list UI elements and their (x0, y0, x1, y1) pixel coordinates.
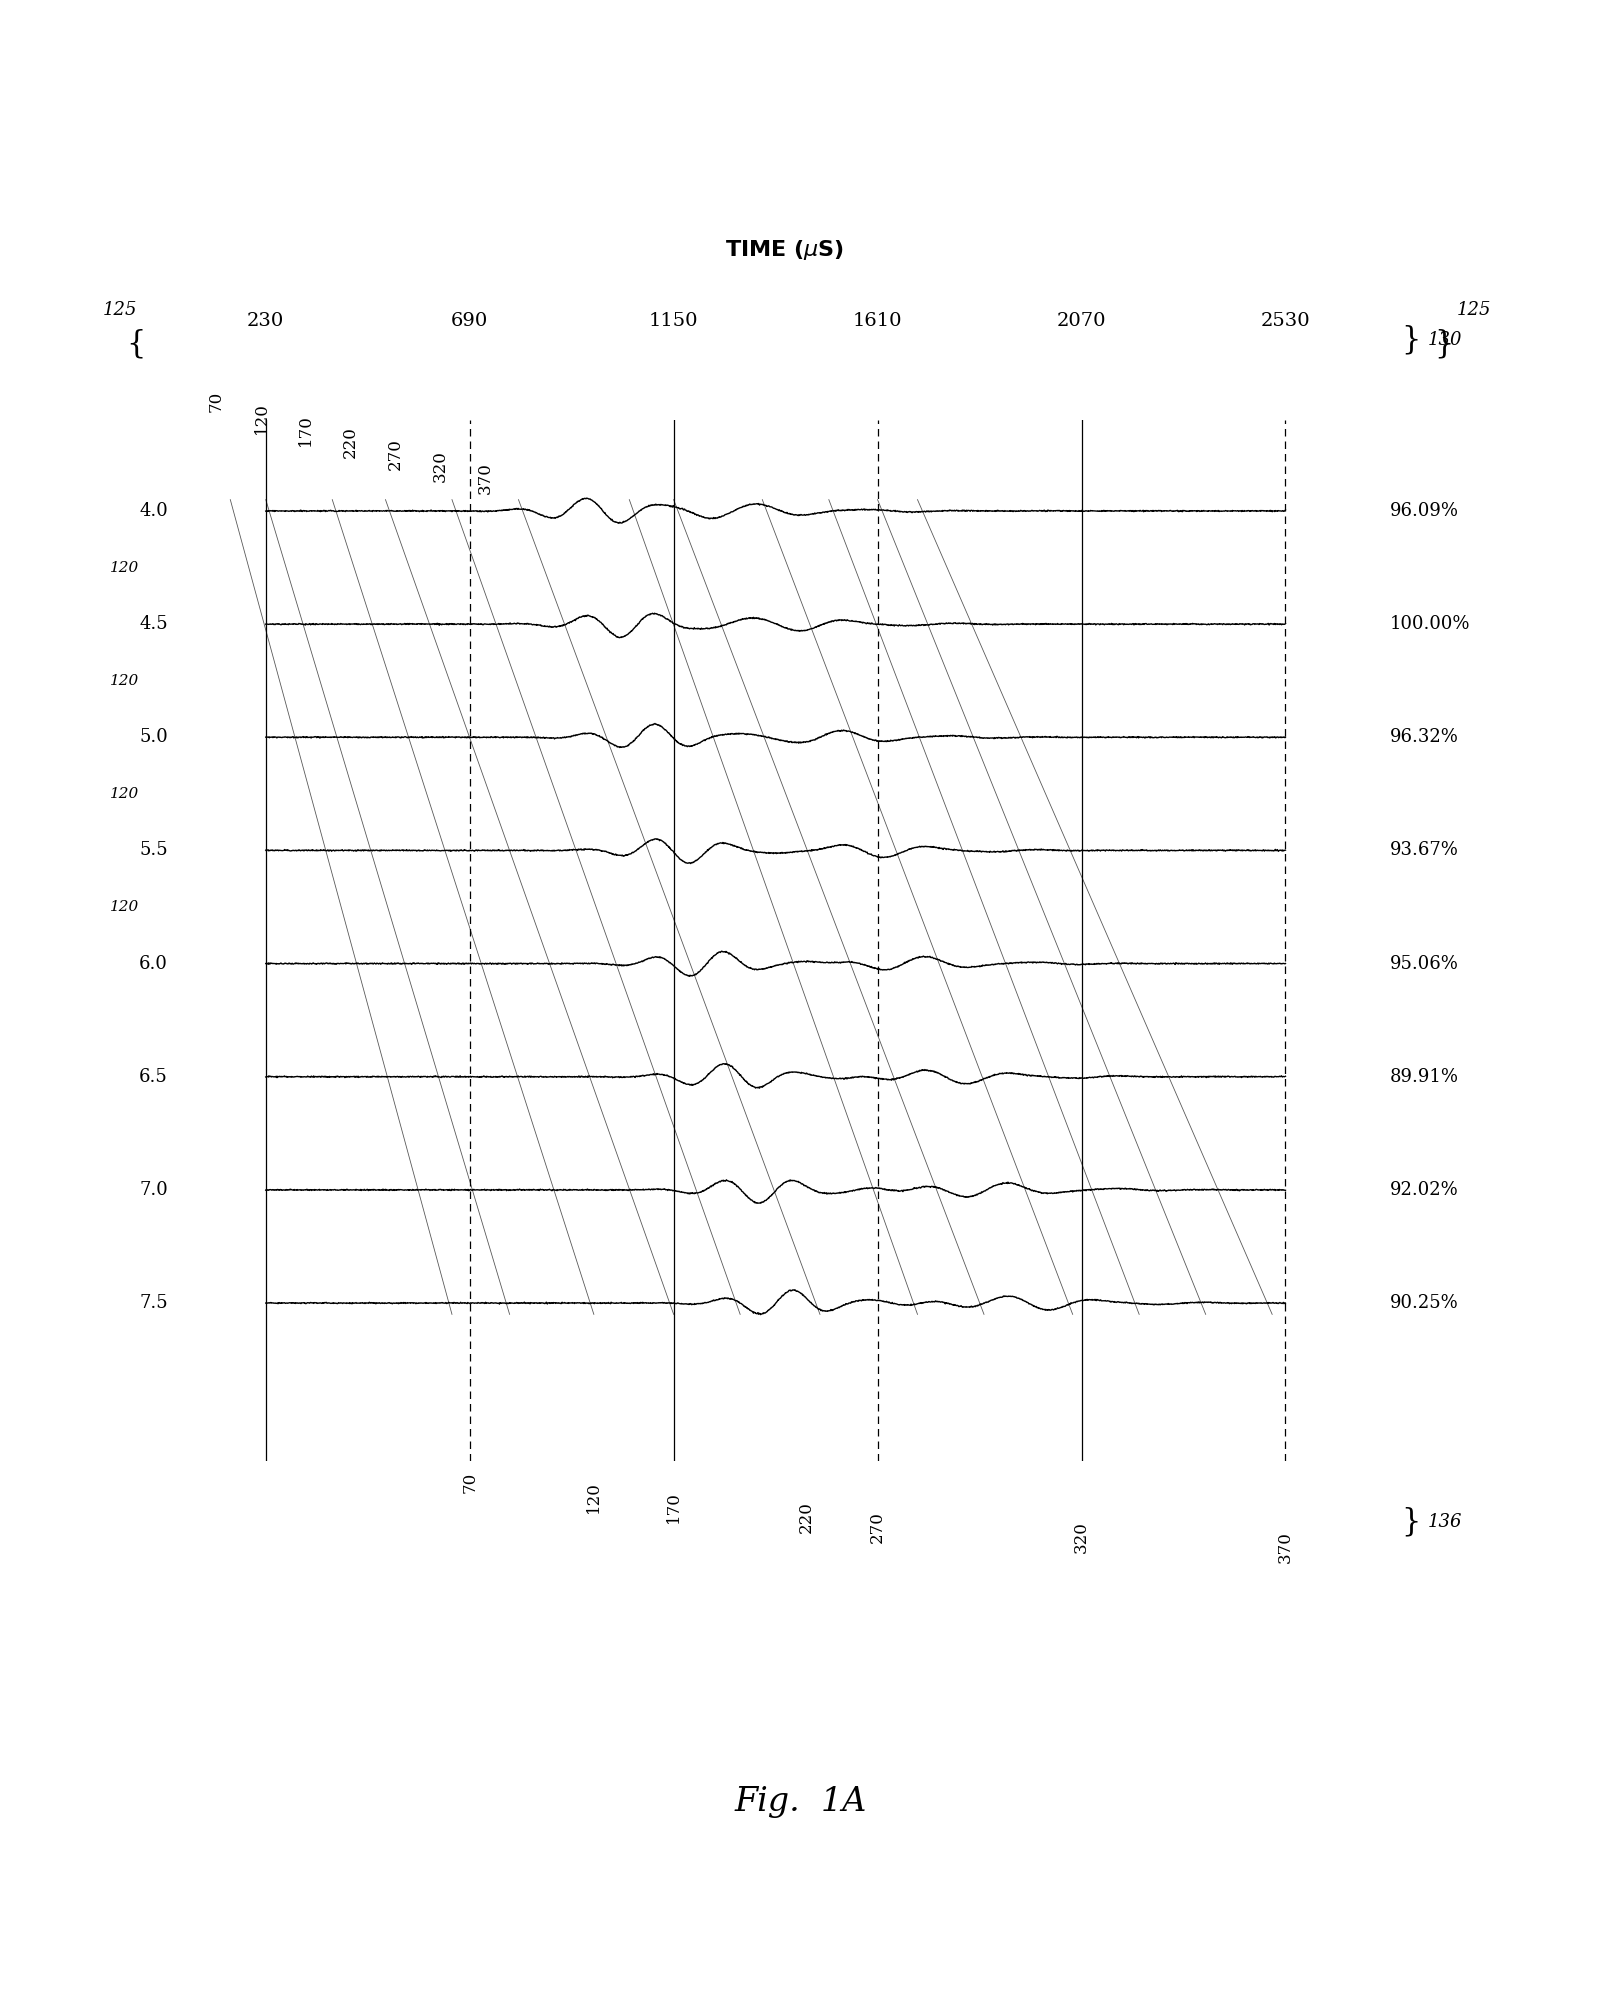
Text: TIME ($\mu$S): TIME ($\mu$S) (725, 238, 844, 262)
Text: 220: 220 (343, 426, 359, 458)
Text: 7.5: 7.5 (139, 1293, 168, 1311)
Text: 70: 70 (461, 1471, 479, 1493)
Text: 6.5: 6.5 (139, 1067, 168, 1085)
Text: 1610: 1610 (853, 312, 903, 330)
Text: 270: 270 (387, 438, 403, 470)
Text: Fig.  1A: Fig. 1A (735, 1786, 866, 1818)
Text: 230: 230 (247, 312, 285, 330)
Text: 370: 370 (477, 462, 493, 494)
Text: 2530: 2530 (1260, 312, 1310, 330)
Text: 125: 125 (1457, 302, 1492, 318)
Text: 270: 270 (869, 1512, 885, 1544)
Text: 690: 690 (451, 312, 488, 330)
Text: 125: 125 (102, 302, 138, 318)
Text: }: } (1401, 324, 1420, 356)
Text: 120: 120 (110, 561, 139, 575)
Text: 120: 120 (253, 402, 269, 434)
Text: 7.0: 7.0 (139, 1181, 168, 1199)
Text: 5.5: 5.5 (139, 841, 168, 859)
Text: 136: 136 (1428, 1514, 1463, 1530)
Text: 100.00%: 100.00% (1390, 615, 1470, 633)
Text: 5.0: 5.0 (139, 729, 168, 747)
Text: 170: 170 (298, 414, 314, 446)
Text: 2070: 2070 (1057, 312, 1106, 330)
Text: 370: 370 (1278, 1532, 1294, 1564)
Text: 320: 320 (1073, 1522, 1090, 1554)
Text: 95.06%: 95.06% (1390, 955, 1459, 973)
Text: 120: 120 (110, 901, 139, 915)
Text: 93.67%: 93.67% (1390, 841, 1459, 859)
Text: 70: 70 (208, 390, 224, 412)
Text: 120: 120 (586, 1481, 602, 1514)
Text: 90.25%: 90.25% (1390, 1293, 1459, 1311)
Text: 1150: 1150 (648, 312, 698, 330)
Text: 120: 120 (110, 787, 139, 801)
Text: }: } (1434, 328, 1454, 360)
Text: }: } (1401, 1506, 1420, 1538)
Text: 6.0: 6.0 (139, 955, 168, 973)
Text: 92.02%: 92.02% (1390, 1181, 1459, 1199)
Text: 220: 220 (799, 1502, 815, 1534)
Text: 170: 170 (664, 1491, 682, 1524)
Text: 4.0: 4.0 (139, 503, 168, 521)
Text: 320: 320 (432, 450, 448, 482)
Text: 96.32%: 96.32% (1390, 729, 1459, 747)
Text: 130: 130 (1428, 332, 1463, 348)
Text: {: { (126, 328, 146, 360)
Text: 89.91%: 89.91% (1390, 1067, 1459, 1085)
Text: 120: 120 (110, 675, 139, 687)
Text: 4.5: 4.5 (139, 615, 168, 633)
Text: 96.09%: 96.09% (1390, 503, 1459, 521)
